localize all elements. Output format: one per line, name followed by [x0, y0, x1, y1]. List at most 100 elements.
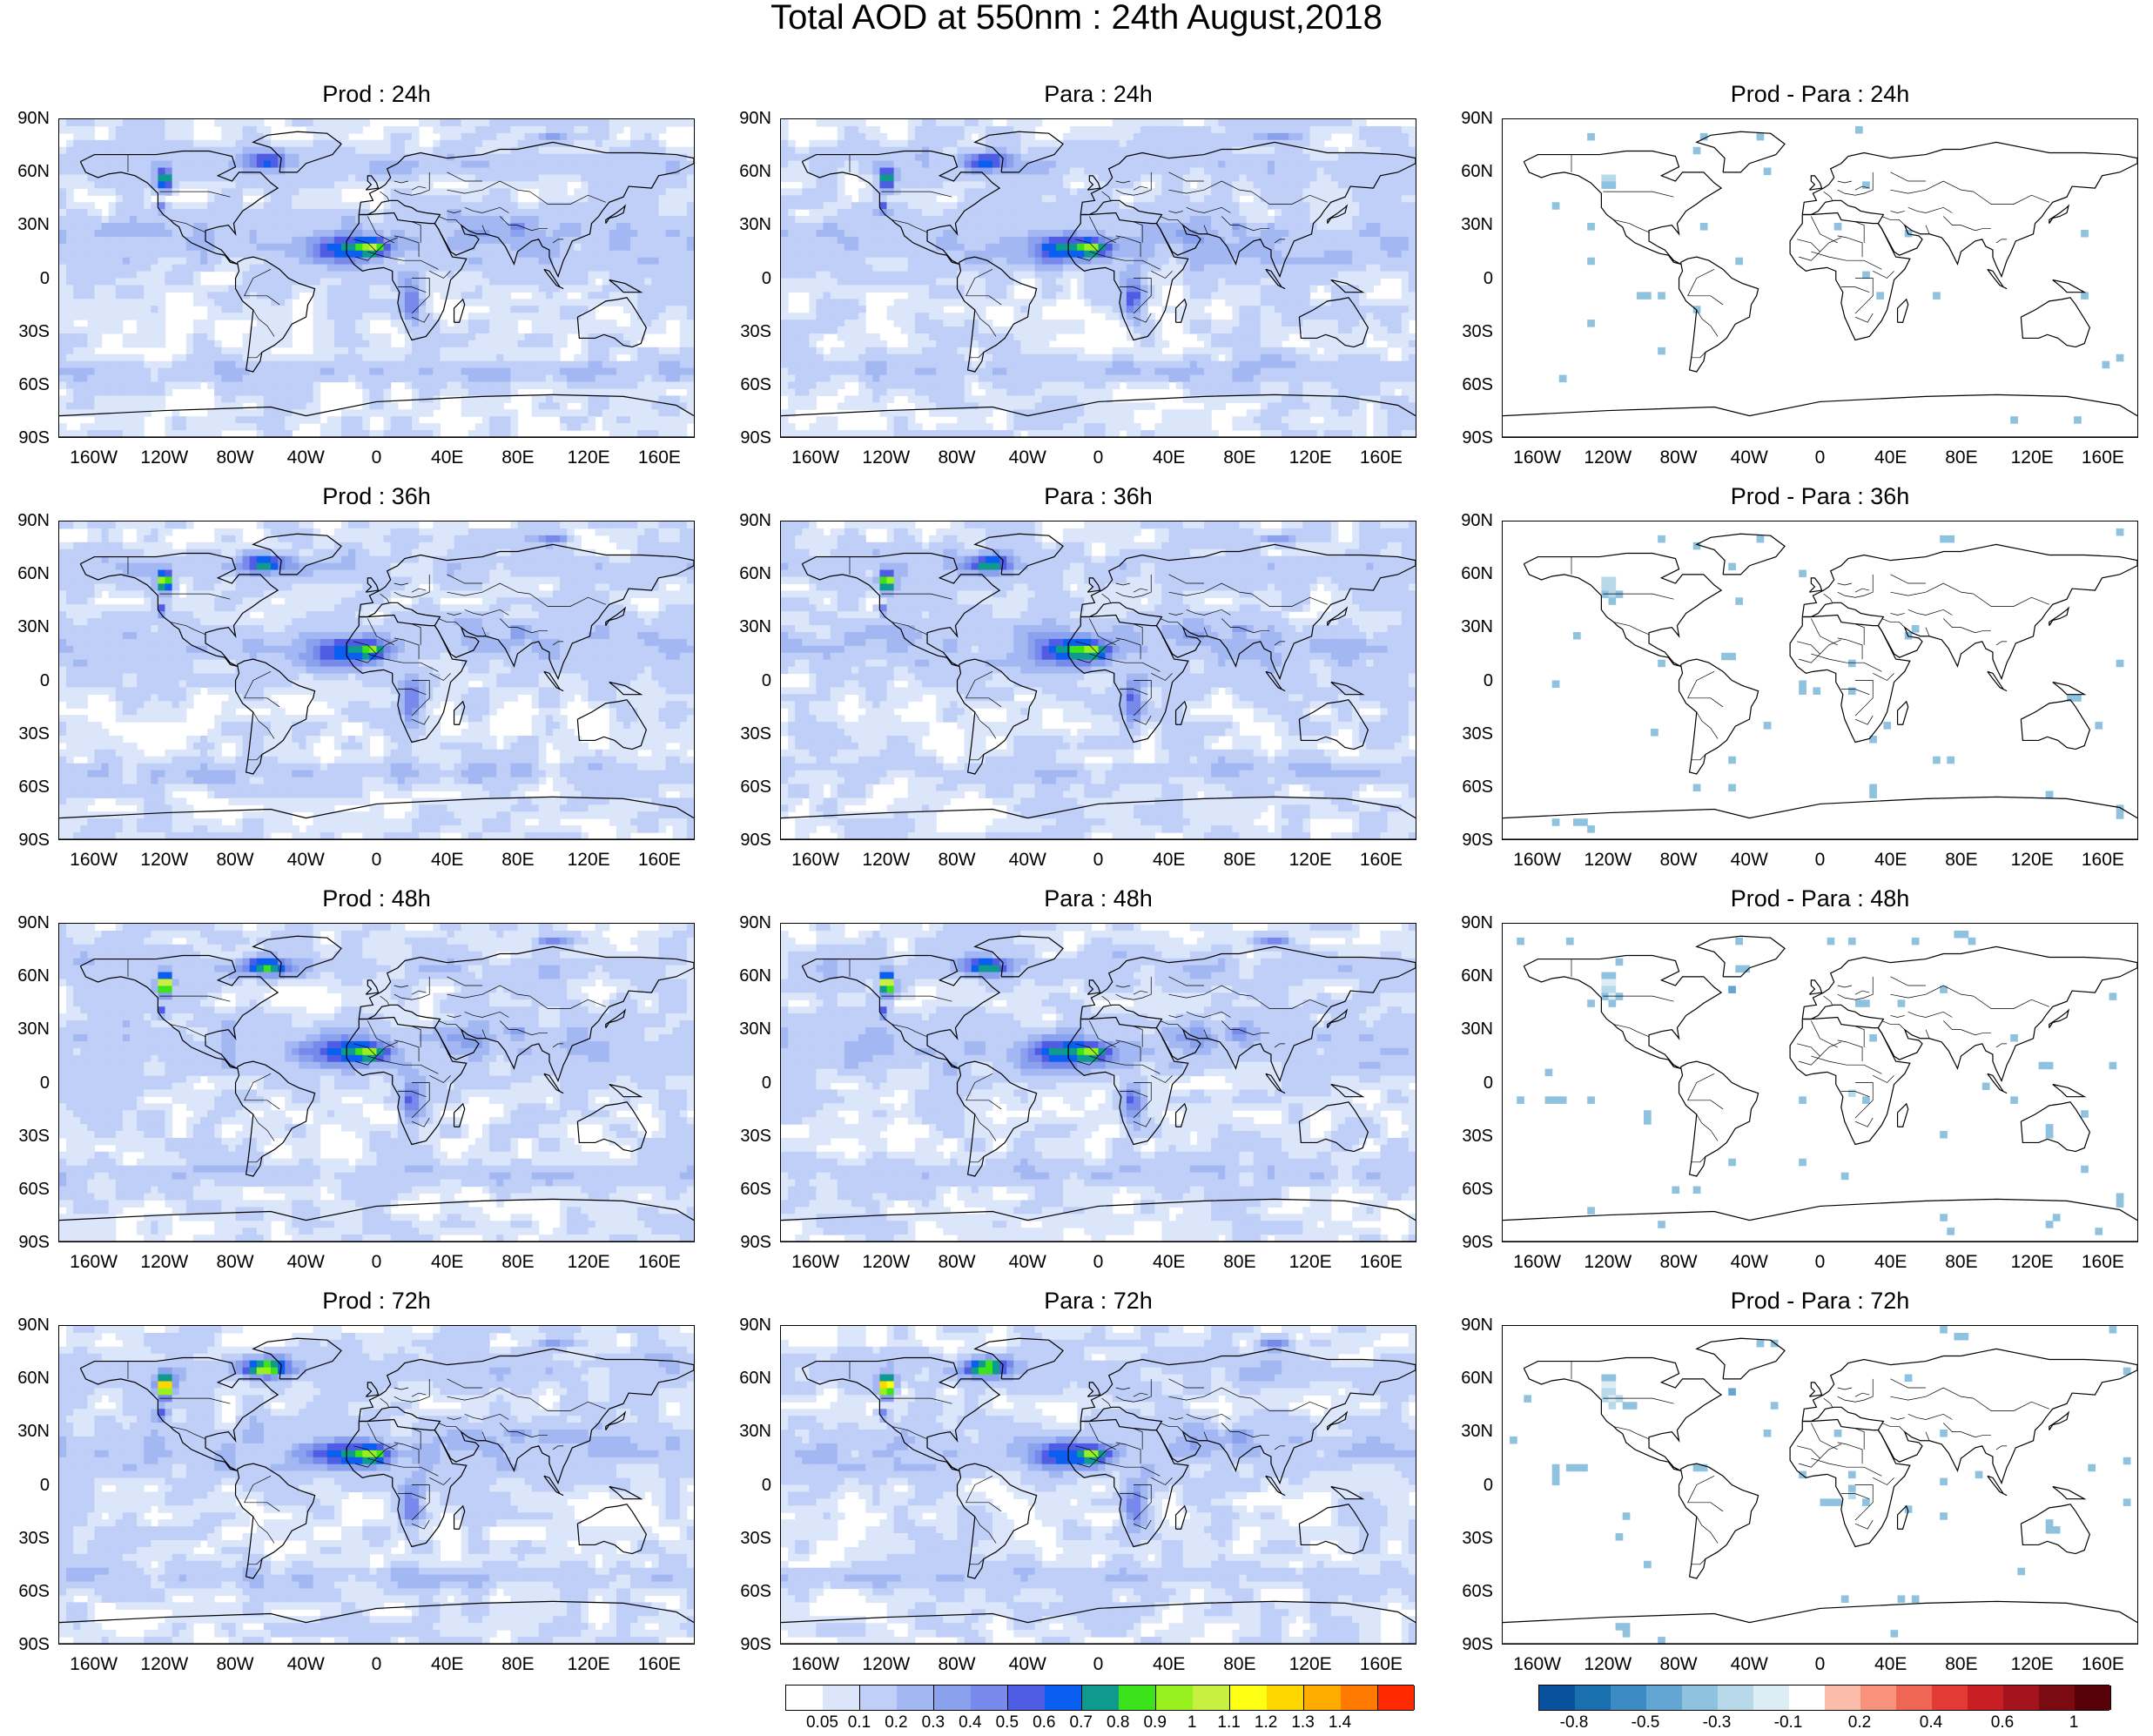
field-cell: [207, 285, 215, 293]
field-cell: [249, 223, 258, 231]
field-cell: [271, 430, 279, 437]
field-cell: [886, 188, 895, 196]
field-cell: [531, 139, 540, 148]
field-cell: [178, 160, 187, 169]
field-cell: [686, 347, 694, 355]
field-cell: [1316, 202, 1325, 210]
field-cell: [630, 188, 638, 196]
field-cell: [94, 333, 103, 341]
field-cell: [207, 153, 215, 162]
field-cell: [844, 216, 852, 224]
field-cell: [1147, 167, 1155, 176]
field-cell: [816, 167, 824, 176]
field-cell: [538, 181, 547, 189]
field-cell: [101, 430, 110, 437]
field-cell: [658, 119, 667, 127]
field-cell: [630, 333, 638, 341]
field-cell: [411, 278, 420, 286]
field-cell: [496, 395, 504, 403]
field-cell: [440, 209, 448, 217]
field-cell: [419, 250, 427, 259]
field-cell: [313, 125, 321, 134]
field-cell: [278, 160, 286, 169]
field-cell: [383, 285, 392, 293]
field-cell: [950, 188, 959, 196]
field-cell: [679, 119, 688, 127]
field-cell: [94, 236, 103, 245]
field-cell: [144, 285, 151, 293]
field-cell: [94, 402, 103, 410]
field-cell: [144, 271, 151, 279]
field-cell: [468, 367, 476, 376]
field-cell: [221, 125, 229, 134]
field-cell: [306, 243, 314, 252]
field-cell: [616, 139, 624, 148]
field-cell: [447, 167, 455, 176]
field-cell: [658, 381, 667, 390]
field-cell: [574, 188, 582, 196]
field-cell: [474, 132, 483, 141]
field-cell: [249, 333, 258, 341]
field-cell: [419, 223, 427, 231]
field-cell: [333, 333, 342, 341]
field-cell: [1401, 167, 1410, 176]
field-cell: [426, 367, 434, 376]
field-cell: [263, 423, 272, 431]
field-cell: [985, 146, 993, 155]
field-cell: [285, 402, 293, 410]
field-cell: [129, 388, 138, 396]
field-cell: [192, 367, 201, 376]
field-cell: [80, 299, 88, 306]
field-cell: [1105, 160, 1114, 169]
field-cell: [1408, 209, 1416, 217]
field-cell: [503, 367, 511, 376]
field-cell: [1288, 146, 1296, 155]
field-cell: [108, 229, 117, 238]
field-cell: [574, 160, 582, 169]
field-cell: [419, 236, 427, 245]
field-cell: [531, 257, 540, 266]
field-cell: [320, 278, 328, 286]
field-cell: [440, 285, 448, 293]
field-cell: [411, 409, 420, 417]
field-cell: [489, 299, 497, 306]
field-cell: [1282, 188, 1289, 196]
field-cell: [553, 285, 561, 293]
field-cell: [165, 153, 173, 162]
field-cell: [651, 188, 660, 196]
field-cell: [397, 236, 406, 245]
field-cell: [376, 347, 385, 355]
field-cell: [858, 195, 866, 203]
field-cell: [686, 216, 694, 224]
field-cell: [936, 119, 944, 127]
field-cell: [313, 326, 321, 334]
field-cell: [185, 381, 194, 390]
field-cell: [510, 181, 519, 189]
field-cell: [73, 160, 81, 169]
field-cell: [481, 430, 490, 437]
field-cell: [1394, 195, 1403, 203]
field-cell: [489, 360, 497, 369]
field-cell: [837, 167, 845, 176]
field-cell: [538, 340, 547, 348]
field-cell: [679, 326, 688, 334]
field-cell: [1091, 146, 1100, 155]
field-cell: [964, 160, 972, 169]
field-cell: [80, 278, 88, 286]
field-cell: [299, 388, 307, 396]
field-cell: [306, 360, 314, 369]
field-cell: [355, 430, 363, 437]
field-cell: [292, 402, 299, 410]
field-cell: [137, 430, 145, 437]
field-cell: [1246, 167, 1255, 176]
field-cell: [242, 125, 251, 134]
field-cell: [795, 146, 803, 155]
field-cell: [1147, 202, 1155, 210]
field-cell: [59, 278, 67, 286]
field-cell: [108, 416, 117, 424]
field-cell: [844, 139, 852, 148]
field-cell: [481, 271, 490, 279]
field-cell: [221, 181, 229, 189]
field-cell: [1246, 216, 1255, 224]
field-cell: [355, 174, 363, 183]
